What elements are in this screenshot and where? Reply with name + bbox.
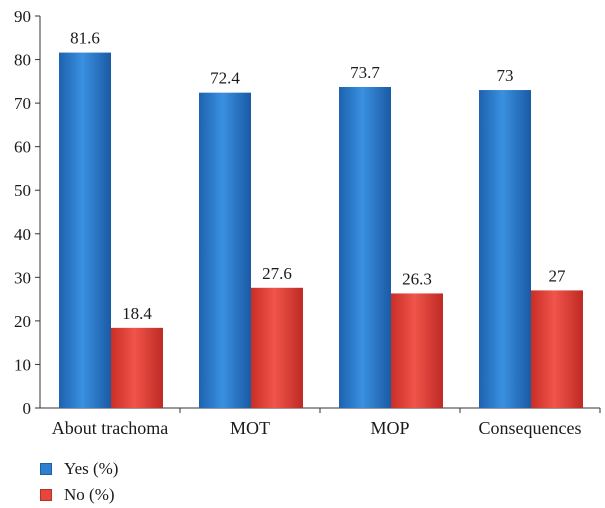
y-tick-label: 0: [23, 399, 32, 418]
bar-no: [391, 293, 443, 408]
bar-yes: [339, 86, 391, 409]
data-label: 81.6: [70, 29, 100, 48]
y-tick-label: 60: [14, 138, 31, 157]
bar-yes: [479, 90, 531, 409]
bars: [59, 52, 583, 409]
legend-swatch-no: [40, 489, 52, 501]
category-label: About trachoma: [52, 418, 168, 438]
data-label: 73.7: [350, 63, 380, 82]
y-tick-label: 50: [14, 181, 31, 200]
data-label: 27: [549, 266, 567, 285]
legend-label-no: No (%): [64, 485, 115, 504]
y-tick-label: 40: [14, 225, 31, 244]
data-label: 73: [497, 66, 514, 85]
bar-no: [531, 290, 583, 408]
y-tick-label: 30: [14, 268, 31, 287]
legend-swatch-yes: [40, 463, 52, 475]
category-label: MOT: [230, 418, 270, 438]
bar-yes: [59, 52, 111, 408]
y-tick-label: 90: [14, 7, 31, 26]
y-tick-label: 80: [14, 51, 31, 70]
legend-item-no: No (%): [40, 482, 118, 508]
data-label: 72.4: [210, 69, 240, 88]
legend-label-yes: Yes (%): [64, 459, 119, 478]
bar-no: [251, 287, 303, 408]
legend: Yes (%) No (%): [40, 456, 118, 508]
category-label: Consequences: [479, 418, 582, 438]
data-label: 26.3: [402, 269, 432, 288]
labels: 81.6 18.4 About trachoma 72.4 27.6 MOT 73.7 26.…: [52, 29, 582, 438]
axes: 0 10 20 30 40 50 60 70 80 90: [14, 7, 601, 418]
category-label: MOP: [370, 418, 409, 438]
y-tick-label: 20: [14, 312, 31, 331]
y-tick-label: 70: [14, 94, 31, 113]
legend-item-yes: Yes (%): [40, 456, 118, 482]
bar-no: [111, 327, 163, 408]
data-label: 27.6: [262, 264, 292, 283]
y-tick-label: 10: [14, 355, 31, 374]
bar-chart: 0 10 20 30 40 50 60 70 80 90 81.6 18.4 About tracho…: [14, 7, 601, 438]
data-label: 18.4: [122, 304, 152, 323]
bar-yes: [199, 92, 251, 408]
